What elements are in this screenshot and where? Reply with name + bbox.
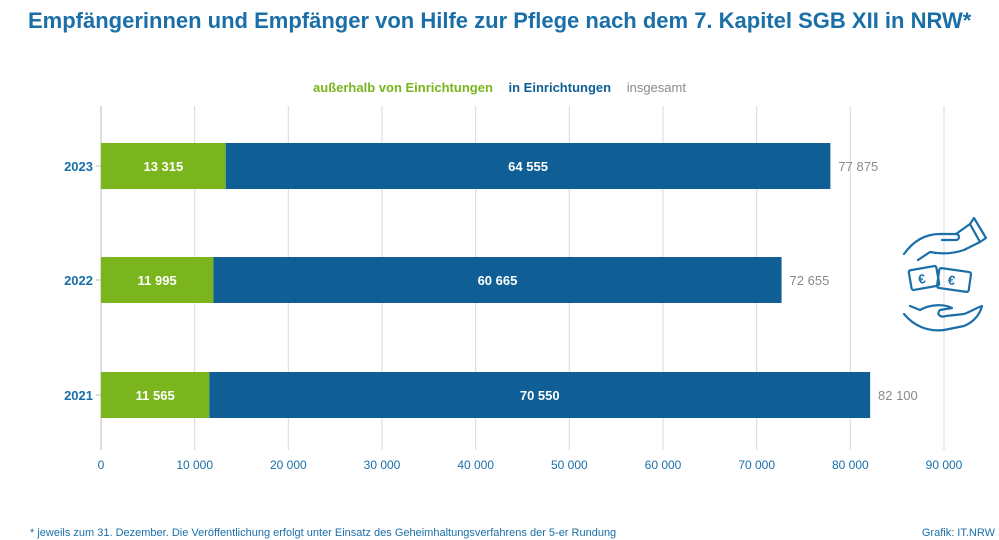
bar-inside <box>209 372 871 418</box>
y-category-label: 2022 <box>64 273 93 288</box>
legend-total: insgesamt <box>626 80 686 95</box>
bar-outside <box>101 143 226 189</box>
legend-inside: in Einrichtungen <box>508 80 612 95</box>
x-tick-label: 50 000 <box>551 458 588 472</box>
chart-title: Empfängerinnen und Empfänger von Hilfe z… <box>28 8 972 33</box>
x-tick-label: 10 000 <box>176 458 213 472</box>
total-label: 82 100 <box>878 388 918 403</box>
total-label: 77 875 <box>838 159 878 174</box>
bar-inside <box>225 143 831 189</box>
bar-outside <box>101 372 210 418</box>
x-tick-label: 20 000 <box>270 458 307 472</box>
x-tick-label: 60 000 <box>645 458 682 472</box>
x-tick-label: 30 000 <box>364 458 401 472</box>
bar-label-outside: 11 995 <box>138 273 177 288</box>
x-tick-label: 90 000 <box>926 458 963 472</box>
legend-outside: außerhalb von Einrichtungen <box>313 80 493 95</box>
y-category-label: 2023 <box>64 159 93 174</box>
x-tick-label: 40 000 <box>457 458 494 472</box>
x-tick-label: 0 <box>98 458 105 472</box>
total-label: 72 655 <box>790 273 830 288</box>
hands-euro-money-icon: € € <box>902 216 988 332</box>
bar-label-inside: 64 555 <box>508 159 548 174</box>
bar-label-inside: 60 665 <box>478 273 518 288</box>
svg-text:€: € <box>917 271 927 287</box>
bar-label-outside: 11 565 <box>136 388 175 403</box>
bar-label-outside: 13 315 <box>143 159 183 174</box>
bar-inside <box>213 257 782 303</box>
footnote: * jeweils zum 31. Dezember. Die Veröffen… <box>30 527 617 539</box>
source-credit: Grafik: IT.NRW <box>921 527 995 539</box>
svg-text:€: € <box>947 272 956 288</box>
y-category-label: 2021 <box>64 388 93 403</box>
x-tick-label: 80 000 <box>832 458 869 472</box>
bar-label-inside: 70 550 <box>520 388 560 403</box>
legend: außerhalb von Einrichtungen in Einrichtu… <box>0 80 999 95</box>
x-tick-label: 70 000 <box>738 458 775 472</box>
bar-outside <box>101 257 214 303</box>
